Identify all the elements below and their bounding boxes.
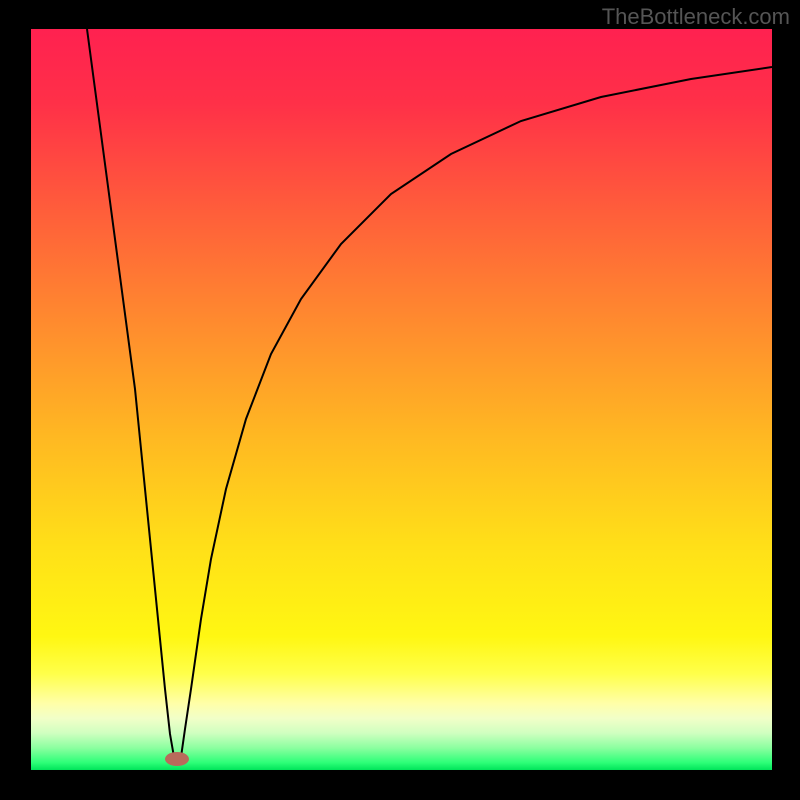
chart-svg xyxy=(31,29,772,770)
minimum-marker xyxy=(165,752,189,766)
chart-background xyxy=(31,29,772,770)
watermark-text: TheBottleneck.com xyxy=(602,4,790,30)
chart-plot-area xyxy=(31,29,772,770)
